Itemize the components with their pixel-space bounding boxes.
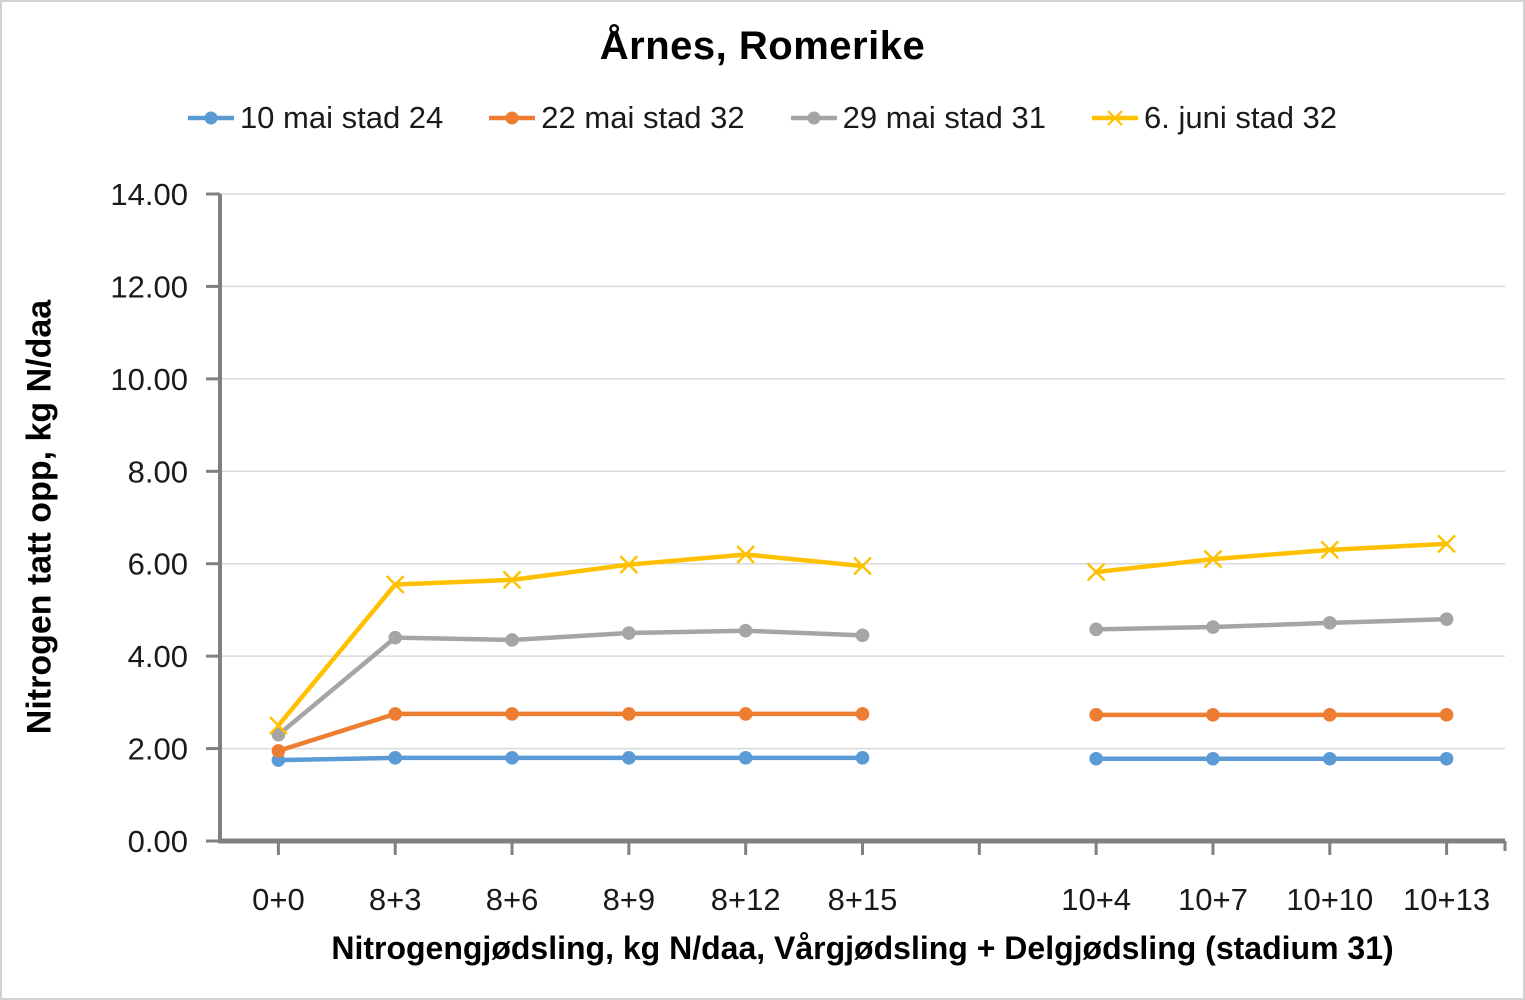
series-marker-0: [1322, 751, 1337, 766]
series-marker-0: [622, 751, 636, 765]
y-tick-label: 2.00: [128, 732, 188, 767]
x-tick-label: 8+3: [369, 882, 422, 917]
series-marker-1: [388, 707, 403, 721]
legend-label: 10 mai stad 24: [239, 100, 444, 135]
series-marker-3: [1437, 534, 1456, 554]
y-tick-label: 12.00: [110, 269, 188, 304]
y-tick-label: 10.00: [110, 362, 188, 397]
y-tick-label: 14.00: [110, 177, 188, 212]
series-marker-2: [1206, 620, 1220, 634]
legend-label: 29 mai stad 31: [842, 100, 1047, 135]
series-marker-2: [1322, 616, 1337, 630]
series-marker-3: [502, 570, 522, 590]
series-line-2: [1093, 616, 1449, 632]
x-tick-label: 8+6: [486, 882, 539, 917]
x-tick-label: 8+15: [828, 882, 898, 917]
legend-marker-icon: [1092, 110, 1139, 126]
series-marker-3: [385, 575, 405, 594]
x-tick-label: 10+7: [1178, 882, 1248, 917]
series-marker-1: [738, 707, 753, 721]
series-marker-0: [855, 751, 870, 765]
series-marker-1: [505, 707, 519, 721]
legend-label: 22 mai stad 32: [541, 100, 745, 135]
x-axis-title: Nitrogengjødsling, kg N/daa, Vårgjødslin…: [331, 930, 1394, 966]
series-marker-2: [271, 727, 286, 742]
series-line-3: [1093, 541, 1449, 575]
series-line-1: [276, 711, 865, 754]
series-marker-2: [738, 623, 753, 638]
series-marker-2: [1439, 612, 1454, 626]
series-marker-0: [505, 751, 519, 765]
series-marker-1: [1206, 708, 1220, 722]
series-line-2: [276, 628, 865, 737]
series-marker-3: [619, 555, 639, 574]
series-marker-1: [855, 707, 870, 721]
legend-item-1: 22 mai stad 32: [489, 100, 745, 136]
series-marker-2: [1089, 622, 1103, 637]
legend-marker-icon: [489, 111, 536, 125]
legend: 10 mai stad 24 22 mai stad 32 29 mai stad …: [2, 100, 1523, 136]
series-marker-1: [622, 707, 636, 721]
y-tick-label: 6.00: [128, 547, 188, 582]
series-marker-0: [738, 751, 753, 765]
x-tick-label: 8+9: [603, 882, 656, 917]
legend-item-0: 10 mai stad 24: [187, 100, 444, 136]
legend-marker-icon: [790, 111, 837, 125]
x-tick-label: 10+10: [1286, 882, 1373, 917]
series-marker-2: [622, 626, 636, 640]
legend-marker-icon: [187, 111, 234, 125]
series-marker-3: [736, 545, 756, 564]
x-tick-label: 0+0: [252, 882, 305, 917]
series-line-0: [276, 755, 865, 763]
series-marker-2: [855, 628, 870, 643]
series-marker-3: [853, 556, 872, 576]
series-marker-3: [1086, 562, 1106, 582]
series-marker-1: [1089, 708, 1103, 722]
series-marker-0: [1439, 751, 1454, 766]
series-marker-0: [1206, 751, 1220, 766]
legend-label: 6. juni stad 32: [1144, 100, 1338, 135]
series-marker-0: [388, 751, 403, 765]
series-marker-2: [388, 630, 403, 645]
series-marker-3: [269, 716, 288, 735]
series-marker-3: [1320, 540, 1340, 560]
x-tick-label: 10+4: [1061, 882, 1131, 917]
series-line-3: [276, 552, 865, 728]
y-tick-label: 0.00: [128, 824, 188, 859]
series-marker-1: [1322, 708, 1337, 722]
series-marker-3: [1203, 549, 1223, 569]
x-tick-label: 10+13: [1403, 882, 1490, 917]
series-marker-1: [1439, 708, 1454, 722]
legend-item-2: 29 mai stad 31: [790, 100, 1047, 136]
series-marker-1: [271, 744, 286, 758]
series-marker-0: [1089, 751, 1103, 766]
chart-title: Årnes, Romerike: [599, 24, 926, 68]
y-tick-label: 4.00: [128, 639, 188, 674]
legend-item-3: 6. juni stad 32: [1092, 100, 1337, 136]
x-tick-label: 8+12: [711, 882, 781, 917]
series-marker-2: [505, 633, 519, 647]
y-tick-label: 8.00: [128, 454, 188, 489]
